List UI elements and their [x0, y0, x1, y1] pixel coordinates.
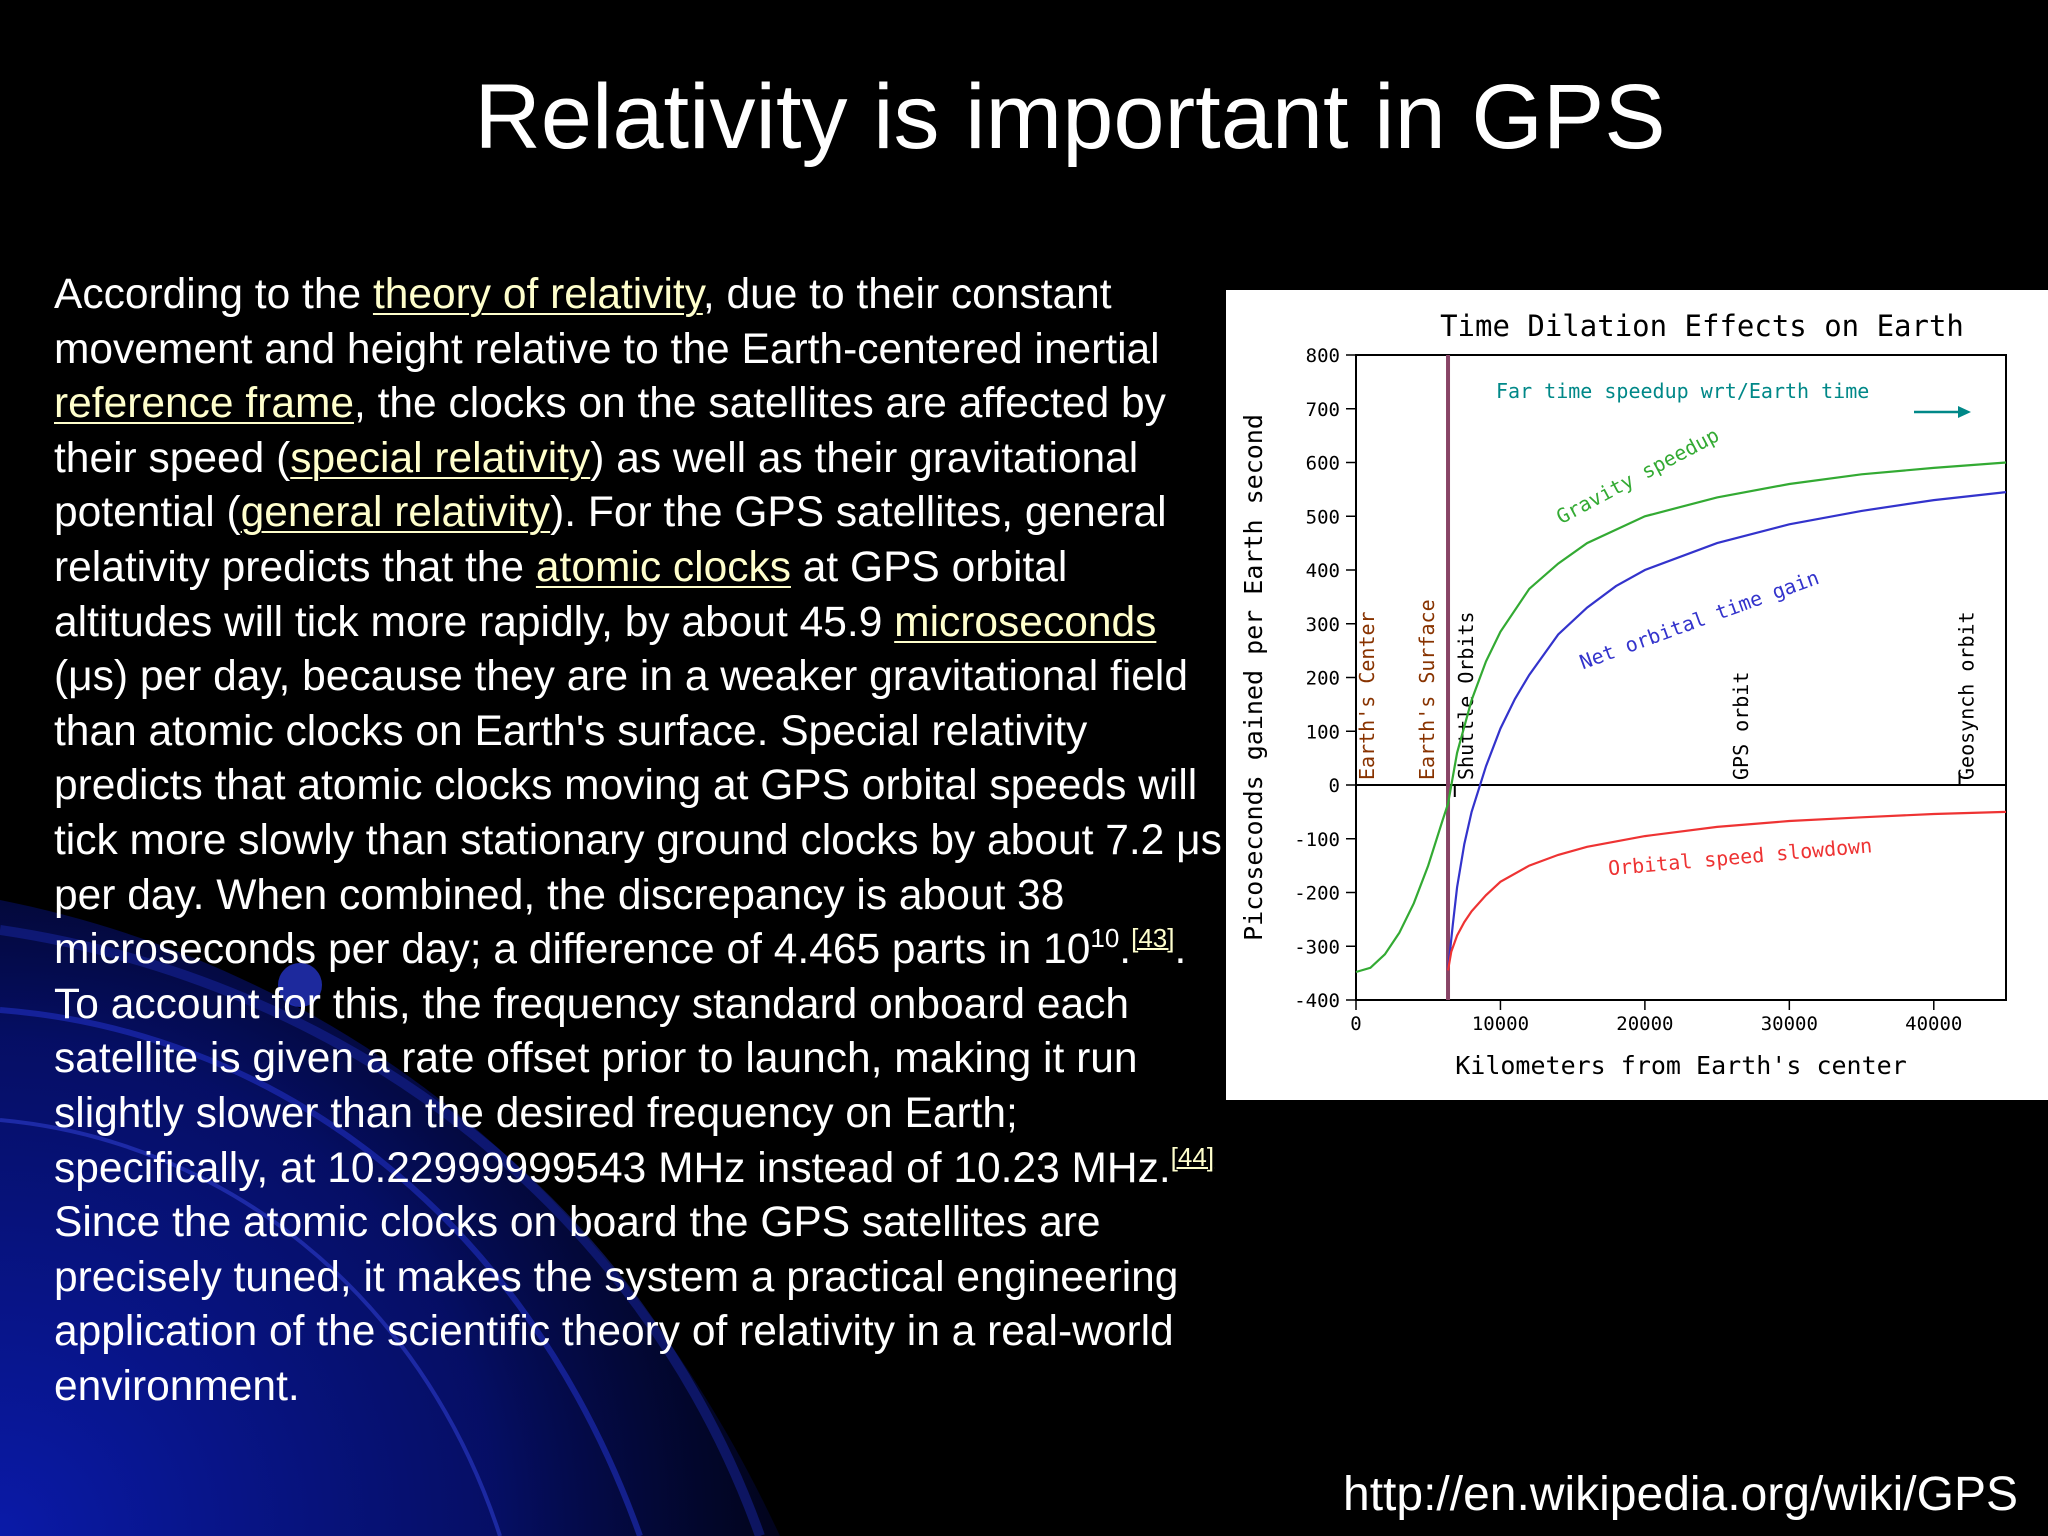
y-tick-label: 500 [1306, 506, 1340, 528]
slide-title: Relativity is important in GPS [474, 66, 1666, 168]
x-tick-label: 20000 [1616, 1013, 1673, 1035]
y-axis-label: Picoseconds gained per Earth second [1239, 414, 1268, 941]
series-label-gravity-speedup: Gravity speedup [1552, 423, 1723, 529]
reference-43-link[interactable]: [43] [1131, 923, 1175, 954]
series-label-orbital-speed-slowdown: Orbital speed slowdown [1607, 833, 1873, 880]
link-microseconds[interactable]: microseconds [894, 598, 1157, 646]
y-tick-label: -300 [1294, 936, 1340, 958]
body-text-run: at GPS orbital altitudes will tick more … [54, 543, 1068, 646]
link-special-relativity[interactable]: special relativity [290, 434, 591, 482]
body-text-run: Since the atomic clocks on board the GPS… [54, 1199, 1179, 1410]
x-tick-label: 0 [1350, 1013, 1361, 1035]
y-tick-label: 600 [1306, 453, 1340, 475]
body-text-run: ). For the GPS satellites, general relat… [54, 489, 1167, 591]
y-tick-label: -100 [1294, 829, 1340, 851]
body-text-run: According to the [54, 271, 373, 318]
body-text-run: ) as well as their gravitational potenti… [54, 434, 1139, 537]
annotation-arrow-head [1958, 406, 1971, 418]
body-text-run: , the clocks on the satellites are affec… [54, 380, 1166, 482]
y-tick-label: 700 [1306, 399, 1340, 421]
link-reference-frame[interactable]: reference frame [54, 380, 354, 428]
y-tick-label: 300 [1306, 614, 1340, 636]
series-line-orbital-speed-slowdown [1446, 810, 2007, 971]
marker-label-earth-s-surface: Earth's Surface [1415, 599, 1439, 780]
y-tick-label: 0 [1329, 775, 1340, 797]
exponent: 10 [1090, 923, 1120, 954]
series-line-gravity-speedup [1355, 461, 2007, 974]
y-tick-label: 200 [1306, 668, 1340, 690]
x-tick-label: 40000 [1905, 1013, 1962, 1035]
body-text-run: . [1119, 926, 1132, 974]
link-general-relativity[interactable]: general relativity [240, 489, 551, 537]
body-text-run: (μs) per day, because they are in a weak… [54, 653, 1222, 974]
body-text-run: , due to their constant movement and hei… [54, 271, 1160, 373]
chart-svg: Time Dilation Effects on Earth 800 700 600 5… [1239, 309, 2007, 1080]
y-tick-label: -200 [1294, 883, 1340, 905]
reference-44-link[interactable]: [44] [1170, 1141, 1215, 1172]
link-theory-of-relativity[interactable]: theory of relativity [372, 271, 703, 318]
source-url[interactable]: http://en.wikipedia.org/wiki/GPS [1343, 1468, 2018, 1521]
x-tick-label: 30000 [1761, 1013, 1818, 1035]
x-axis-label: Kilometers from Earth's center [1455, 1051, 1907, 1080]
y-tick-label: 100 [1306, 721, 1340, 743]
marker-label-earth-s-center: Earth's Center [1355, 611, 1379, 780]
series-label-net-orbital-time-gain: Net orbital time gain [1576, 565, 1822, 674]
series-line-net-orbital-time-gain [1446, 491, 2007, 971]
y-tick-label: -400 [1294, 990, 1340, 1012]
y-tick-label: 800 [1306, 345, 1340, 367]
time-dilation-chart: Time Dilation Effects on Earth 800 700 600 5… [1226, 290, 2048, 1100]
chart-title: Time Dilation Effects on Earth [1440, 309, 1964, 343]
marker-label-geosynch-orbit: Geosynch orbit [1955, 611, 1979, 780]
body-text-run: . To account for this, the frequency sta… [54, 926, 1187, 1192]
body-paragraph: According to the theory of relativity, d… [54, 268, 1234, 1414]
x-tick-label: 10000 [1472, 1013, 1529, 1035]
marker-label-gps-orbit: GPS orbit [1729, 672, 1753, 780]
y-tick-label: 400 [1306, 560, 1340, 582]
link-atomic-clocks[interactable]: atomic clocks [535, 543, 791, 591]
annotation-far-time-speedup: Far time speedup wrt/Earth time [1496, 379, 1869, 403]
